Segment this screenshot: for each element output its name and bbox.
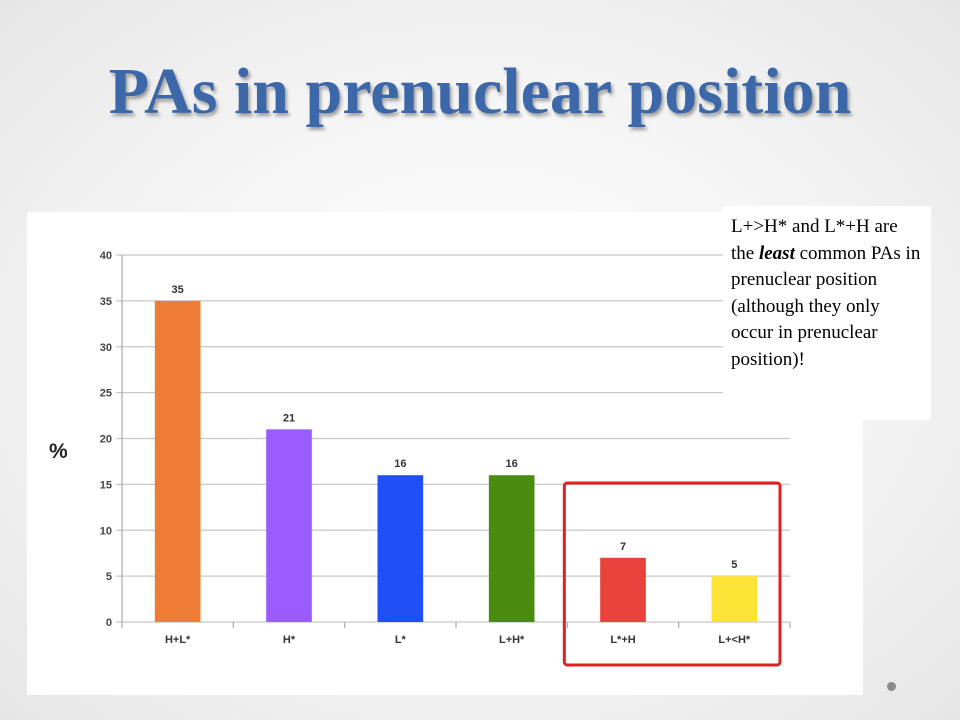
data-label: 35 [172, 284, 184, 296]
bar [266, 429, 312, 622]
bar [711, 576, 758, 622]
bars [154, 300, 758, 622]
grid-lines [116, 254, 791, 628]
x-tick-label: L+H* [499, 634, 525, 646]
y-tick-label: 40 [100, 250, 112, 262]
slide-title: PAs in prenuclear position [108, 55, 852, 128]
x-tick-label: L+<H* [718, 634, 751, 646]
x-tick-label: L*+H [610, 634, 635, 646]
data-label: 5 [731, 559, 737, 571]
bar [600, 557, 646, 622]
data-label: 7 [620, 541, 626, 553]
bar [488, 475, 535, 622]
y-tick-labels: 0 5 10 15 20 25 30 35 40 [100, 250, 112, 629]
y-tick-label: 10 [100, 525, 112, 537]
slide-bullet-dot [887, 682, 896, 691]
x-tick-label: L* [395, 634, 407, 646]
bar [154, 300, 201, 622]
y-tick-label: 35 [100, 296, 112, 308]
bar-chart: 0 5 10 15 20 25 30 35 40 35 21 16 16 7 5 H+L* H* L* L+H*… [49, 250, 791, 667]
callout-emphasis: least [758, 242, 795, 264]
highlight-box [562, 481, 782, 667]
x-tick-label: H* [283, 634, 296, 646]
callout-text-before: L+>H* and L*+H are the [731, 216, 898, 264]
y-tick-label: 20 [100, 434, 112, 446]
x-tick-label: H+L* [165, 634, 191, 646]
y-tick-label: 25 [100, 388, 112, 400]
y-axis-label: % [49, 440, 68, 463]
y-tick-label: 0 [106, 617, 112, 629]
y-tick-label: 5 [106, 571, 112, 583]
callout-note: L+>H* and L*+H are the least common PAs … [723, 206, 931, 420]
y-tick-label: 30 [100, 342, 112, 354]
data-label: 16 [394, 458, 406, 470]
data-labels: 35 21 16 16 7 5 [172, 284, 738, 571]
bar [377, 475, 424, 622]
callout-text-after: common PAs in prenuclear position (altho… [731, 242, 921, 370]
y-tick-label: 15 [100, 479, 112, 491]
data-label: 21 [283, 412, 295, 424]
data-label: 16 [506, 458, 518, 470]
x-tick-labels: H+L* H* L* L+H* L*+H L+<H* [165, 634, 751, 646]
